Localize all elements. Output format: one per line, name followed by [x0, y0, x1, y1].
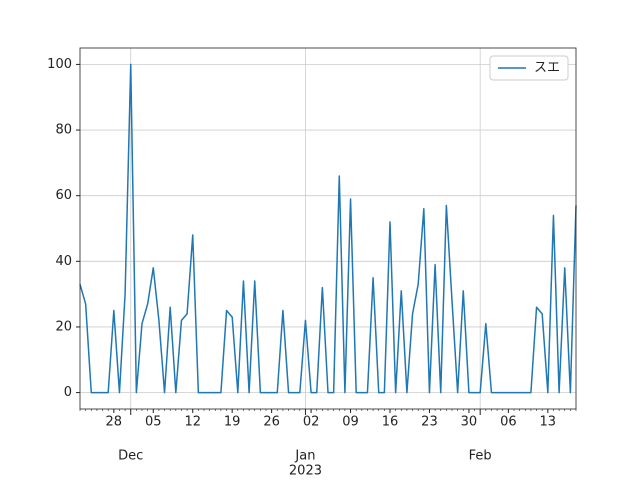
- x-major-label: Dec: [118, 449, 143, 464]
- legend-label: スエ: [534, 61, 560, 76]
- plot-frame: [79, 47, 577, 410]
- y-tick-label: 20: [55, 319, 72, 334]
- x-tick-label: 19: [224, 415, 241, 430]
- line: [79, 63, 577, 394]
- x-tick-label: 28: [106, 415, 123, 430]
- x-tick-label: 23: [421, 415, 438, 430]
- x-major-label: Feb: [469, 449, 492, 464]
- y-tick-label: 100: [47, 57, 72, 72]
- x-tick-label: 16: [382, 415, 399, 430]
- x-major-label: Jan: [294, 449, 315, 464]
- x-tick-label: 06: [500, 415, 517, 430]
- legend-box: [489, 55, 569, 81]
- y-tick-label: 80: [55, 123, 72, 138]
- y-tick-label: 0: [64, 385, 72, 400]
- x-tick-label: 13: [540, 415, 557, 430]
- x-tick-label: 02: [303, 415, 320, 430]
- y-tick-label: 60: [55, 188, 72, 203]
- x-tick-label: 12: [184, 415, 201, 430]
- x-tick-label: 09: [342, 415, 359, 430]
- y-tick-label: 40: [55, 254, 72, 269]
- x-tick-label: 30: [461, 415, 478, 430]
- x-year-label: 2023: [289, 464, 322, 479]
- x-tick-label: 05: [145, 415, 162, 430]
- x-tick-label: 26: [263, 415, 280, 430]
